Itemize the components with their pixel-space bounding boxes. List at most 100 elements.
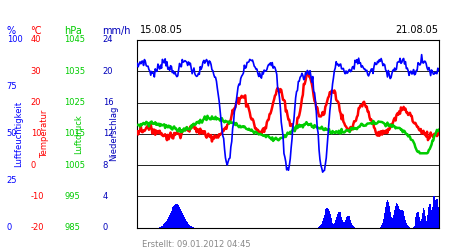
Text: 75: 75 xyxy=(7,82,18,91)
Bar xyxy=(351,225,353,228)
Bar xyxy=(342,222,344,228)
Bar xyxy=(321,224,323,228)
Bar xyxy=(183,217,185,228)
Text: 1015: 1015 xyxy=(64,129,86,138)
Bar xyxy=(168,217,170,228)
Bar xyxy=(324,214,325,228)
Bar xyxy=(340,214,342,228)
Text: Luftdruck: Luftdruck xyxy=(74,114,83,154)
Bar xyxy=(332,223,333,228)
Bar xyxy=(351,222,352,228)
Text: 21.08.05: 21.08.05 xyxy=(396,25,439,35)
Bar xyxy=(337,214,339,228)
Text: 16: 16 xyxy=(103,98,113,107)
Bar xyxy=(347,216,349,228)
Bar xyxy=(188,224,189,228)
Bar xyxy=(384,213,386,228)
Text: 995: 995 xyxy=(64,192,80,201)
Bar xyxy=(343,223,345,228)
Bar xyxy=(423,210,425,228)
Bar xyxy=(396,204,398,228)
Bar xyxy=(164,224,166,228)
Text: hPa: hPa xyxy=(64,26,82,36)
Bar xyxy=(174,205,176,228)
Bar xyxy=(182,215,184,228)
Bar xyxy=(389,212,391,228)
Bar xyxy=(185,220,187,228)
Bar xyxy=(170,213,171,228)
Text: Temperatur: Temperatur xyxy=(40,110,49,158)
Bar xyxy=(420,223,422,228)
Text: 4: 4 xyxy=(103,192,108,201)
Bar xyxy=(385,207,387,228)
Bar xyxy=(391,219,393,228)
Text: -10: -10 xyxy=(31,192,44,201)
Bar xyxy=(320,225,322,228)
Bar xyxy=(422,213,423,228)
Bar xyxy=(418,216,420,228)
Bar xyxy=(393,214,395,228)
Bar xyxy=(334,223,336,228)
Text: mm/h: mm/h xyxy=(103,26,131,36)
Bar xyxy=(423,208,424,228)
Bar xyxy=(336,217,338,228)
Bar xyxy=(338,212,340,228)
Bar xyxy=(167,219,169,228)
Bar xyxy=(162,226,163,228)
Bar xyxy=(414,226,415,228)
Text: 0: 0 xyxy=(7,223,12,232)
Bar xyxy=(436,199,438,228)
Bar xyxy=(381,225,383,228)
Bar xyxy=(399,210,401,228)
Bar xyxy=(408,227,410,228)
Bar xyxy=(400,210,402,228)
Bar xyxy=(322,221,324,228)
Text: 20: 20 xyxy=(31,98,41,107)
Bar xyxy=(171,209,173,228)
Bar xyxy=(346,218,348,228)
Text: 25: 25 xyxy=(7,176,17,185)
Bar xyxy=(421,219,423,228)
Bar xyxy=(190,226,192,228)
Bar xyxy=(431,210,432,228)
Bar xyxy=(180,211,182,228)
Text: 985: 985 xyxy=(64,223,80,232)
Bar xyxy=(382,223,384,228)
Bar xyxy=(171,211,172,228)
Bar xyxy=(429,204,431,228)
Text: 1005: 1005 xyxy=(64,160,86,170)
Bar xyxy=(427,215,429,228)
Bar xyxy=(323,218,324,228)
Bar xyxy=(189,226,191,228)
Bar xyxy=(386,202,387,228)
Bar xyxy=(175,204,177,228)
Text: 50: 50 xyxy=(7,129,17,138)
Bar xyxy=(184,219,186,228)
Bar xyxy=(333,224,335,228)
Bar xyxy=(327,209,329,228)
Bar xyxy=(178,206,180,228)
Text: 30: 30 xyxy=(31,67,41,76)
Bar xyxy=(319,226,321,228)
Bar xyxy=(166,221,168,228)
Text: -20: -20 xyxy=(31,223,44,232)
Bar xyxy=(349,218,351,228)
Bar xyxy=(165,222,167,228)
Bar xyxy=(335,220,337,228)
Bar xyxy=(425,221,427,228)
Bar xyxy=(438,221,440,228)
Bar xyxy=(403,213,405,228)
Bar xyxy=(387,200,388,228)
Bar xyxy=(395,206,396,228)
Bar xyxy=(401,210,403,228)
Bar xyxy=(331,221,333,228)
Bar xyxy=(163,224,165,228)
Bar xyxy=(383,219,385,228)
Bar xyxy=(416,213,418,228)
Text: 10: 10 xyxy=(31,129,41,138)
Bar xyxy=(430,206,432,228)
Bar xyxy=(415,217,417,228)
Bar xyxy=(397,206,399,228)
Bar xyxy=(433,196,435,228)
Bar xyxy=(352,226,354,228)
